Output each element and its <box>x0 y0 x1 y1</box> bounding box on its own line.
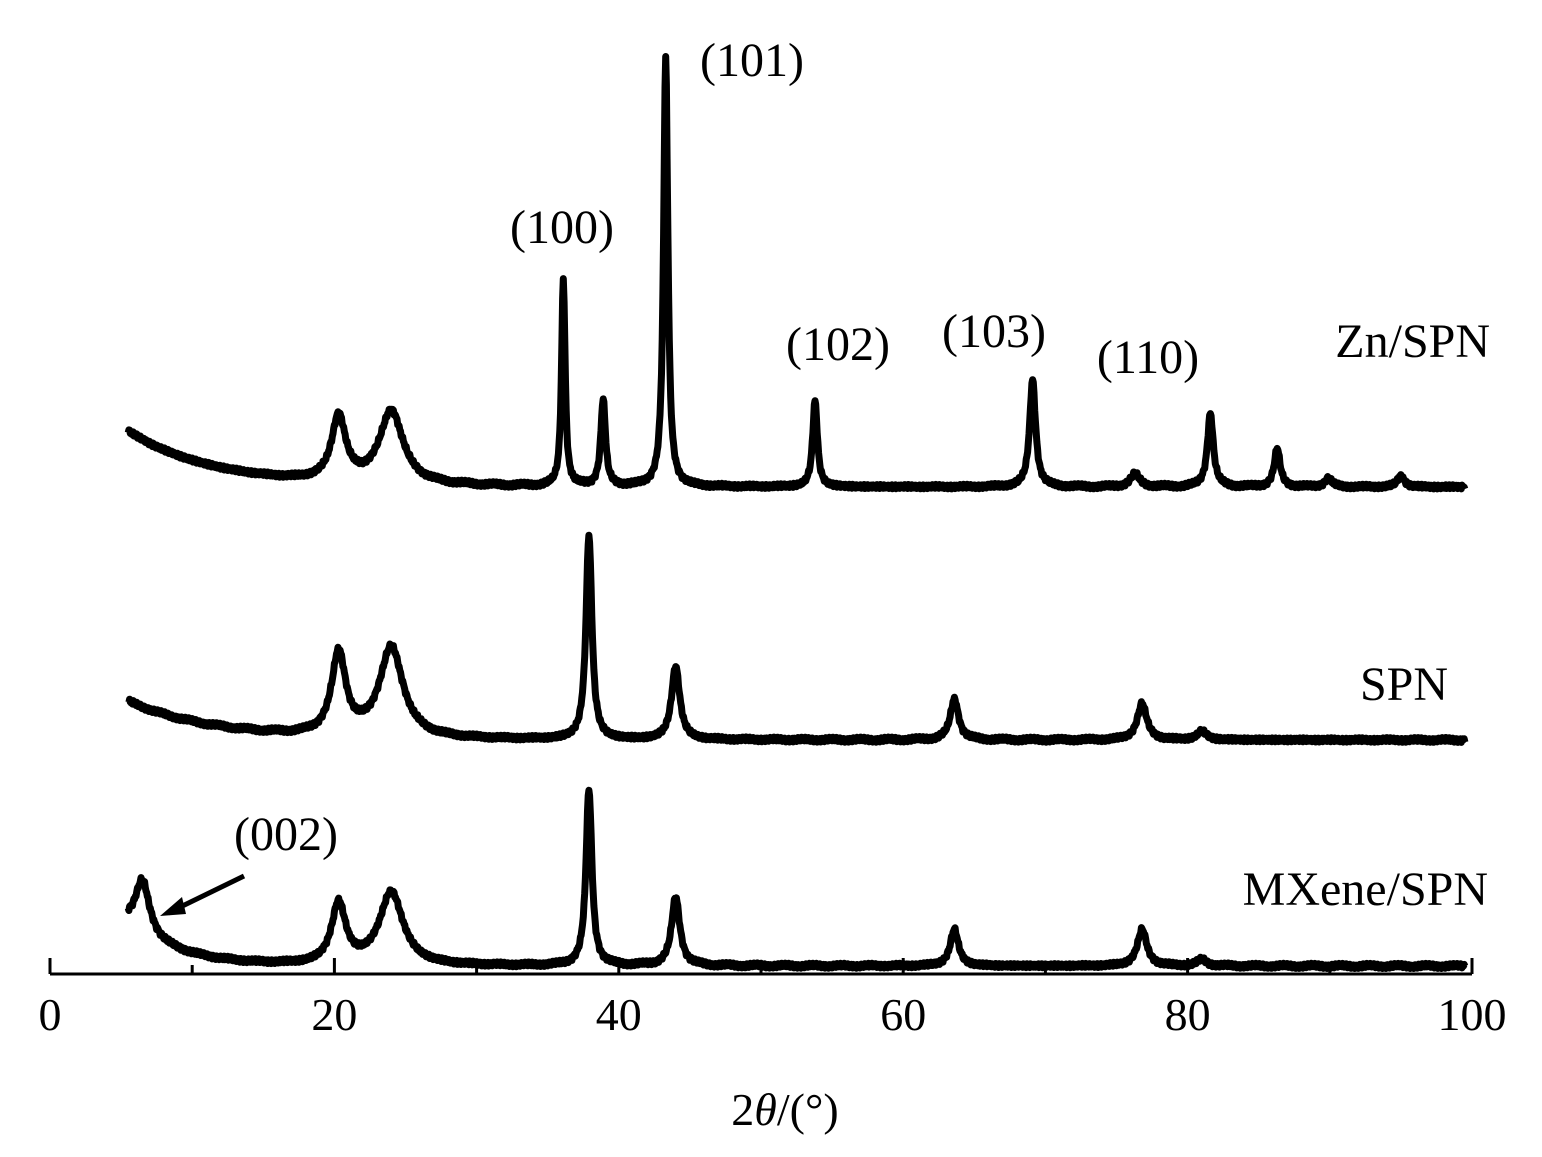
x-tick-label: 40 <box>596 989 642 1040</box>
peak-annotation: (110) <box>1097 331 1199 384</box>
peak-annotation: (103) <box>942 305 1046 358</box>
x-axis-label: 2θ/(°) <box>731 1084 838 1135</box>
plot-area: MXene/SPN SPN Zn/SPN <box>124 53 1490 972</box>
peak-annotation: (002) <box>234 808 338 861</box>
x-tick-label: 60 <box>880 989 926 1040</box>
x-tick-label: 100 <box>1438 989 1507 1040</box>
x-tick-label: 0 <box>39 989 62 1040</box>
annotations: (100) (101) (102) (103) (110) (002) <box>160 34 1199 916</box>
peak-annotation: (101) <box>700 34 804 87</box>
series-label: SPN <box>1360 658 1448 711</box>
series-line-spn <box>125 531 1469 746</box>
x-tick-label: 20 <box>311 989 357 1040</box>
series-label: MXene/SPN <box>1243 863 1488 916</box>
series-label: Zn/SPN <box>1335 315 1490 368</box>
peak-annotation: (102) <box>786 318 890 371</box>
arrow-head-002 <box>160 897 186 916</box>
series-line-mxene-spn <box>124 786 1469 972</box>
series-line-zn-spn <box>124 53 1469 493</box>
peak-annotation: (100) <box>510 201 614 254</box>
x-tick-label: 80 <box>1165 989 1211 1040</box>
